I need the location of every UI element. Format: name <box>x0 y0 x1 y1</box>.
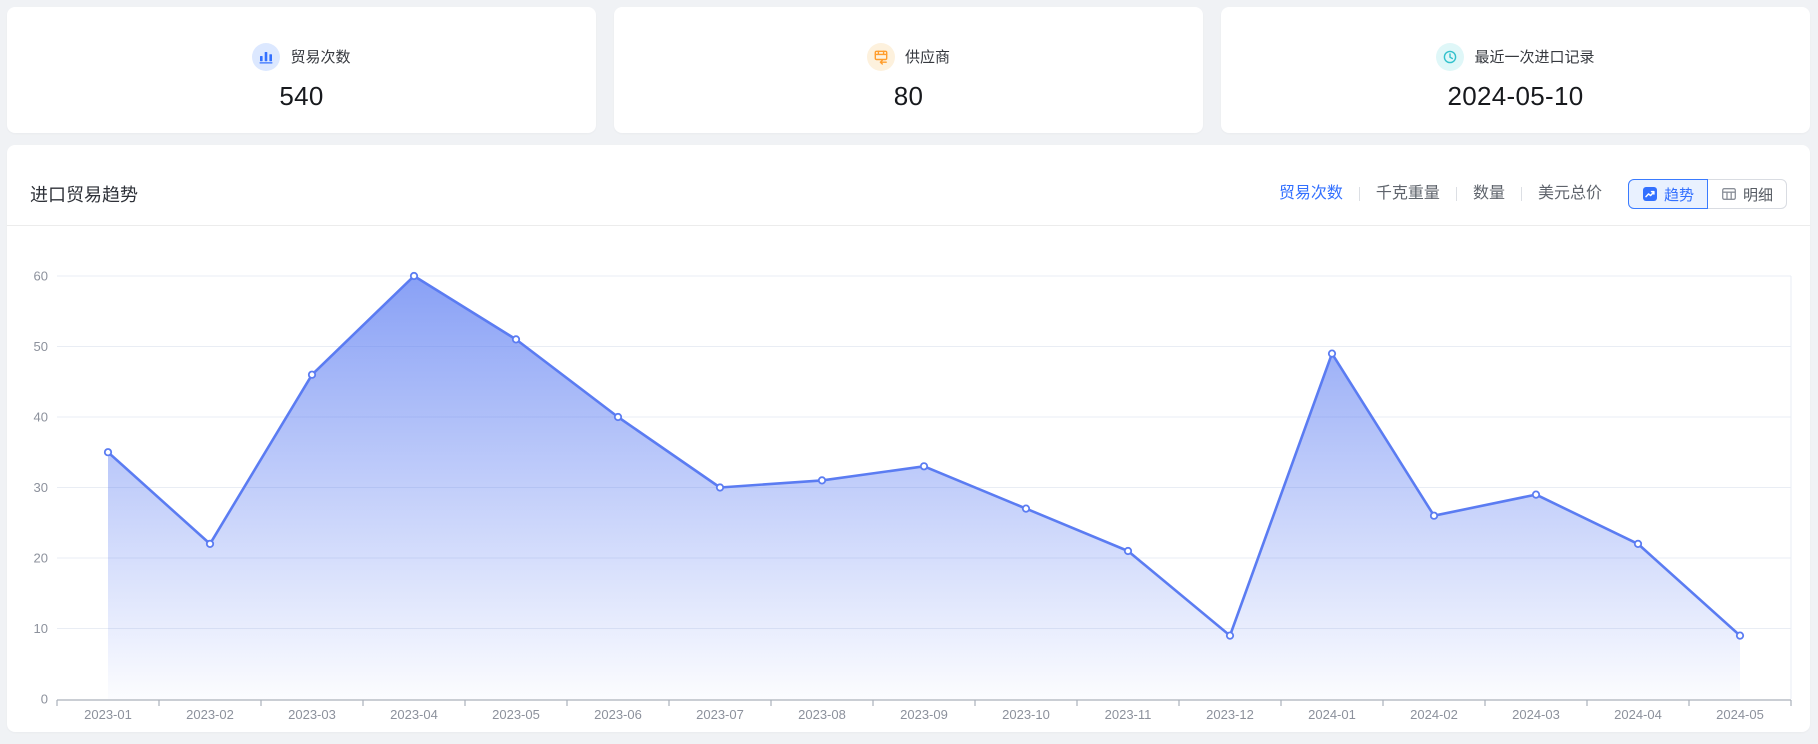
x-axis-label: 2024-04 <box>1614 707 1662 722</box>
tab-trade-count[interactable]: 贸易次数 <box>1278 185 1343 203</box>
stat-card-header: 贸易次数 <box>252 42 351 71</box>
area-fill <box>108 276 1740 699</box>
import-trend-panel: 进口贸易趋势 贸易次数 千克重量 数量 美元总价 <box>7 145 1810 732</box>
data-point-marker <box>919 462 929 471</box>
x-axis-label: 2024-02 <box>1410 707 1458 722</box>
data-point-marker <box>205 539 215 548</box>
stat-value: 80 <box>893 80 924 111</box>
data-point-marker <box>1633 539 1643 548</box>
y-axis-label: 50 <box>34 339 48 354</box>
data-point-marker <box>1531 490 1541 499</box>
stat-label: 供应商 <box>904 49 950 66</box>
y-axis-label: 0 <box>41 692 48 707</box>
x-axis-label: 2023-03 <box>288 707 336 722</box>
x-axis-label: 2023-08 <box>798 707 846 722</box>
trend-area-chart[interactable]: 0 10 20 30 40 50 60 2023-01 2023-02 2023-03 2023-0… <box>7 226 1810 732</box>
x-axis-label: 2023-06 <box>594 707 642 722</box>
trend-view-label: 趋势 <box>1663 186 1694 204</box>
y-axis-label: 40 <box>34 410 48 425</box>
tab-separator <box>1455 187 1457 201</box>
trend-panel-header: 进口贸易趋势 贸易次数 千克重量 数量 美元总价 <box>7 145 1810 226</box>
tab-usd-total[interactable]: 美元总价 <box>1537 185 1602 203</box>
trend-view-button[interactable]: 趋势 <box>1627 179 1708 209</box>
page-title: 进口贸易趋势 <box>30 185 138 205</box>
table-icon <box>1721 186 1737 202</box>
stat-label: 最近一次进口记录 <box>1474 49 1595 66</box>
stat-card-latest-import: 最近一次进口记录 2024-05-10 <box>1221 7 1810 133</box>
tab-separator <box>1358 187 1360 201</box>
stat-cards-row: 贸易次数 540 供应商 80 最近一次进口记录 <box>7 7 1810 133</box>
stat-value: 540 <box>279 80 324 111</box>
x-axis-label: 2024-03 <box>1512 707 1560 722</box>
x-axis-label: 2024-01 <box>1308 707 1356 722</box>
data-point-marker <box>103 448 113 457</box>
stat-label: 贸易次数 <box>290 49 351 66</box>
data-point-marker <box>817 476 827 485</box>
data-point-marker <box>511 335 521 344</box>
y-axis-label: 20 <box>34 551 48 566</box>
y-axis-label: 30 <box>34 480 48 495</box>
data-point-marker <box>1123 546 1133 556</box>
data-point-marker <box>715 483 725 492</box>
trend-controls: 贸易次数 千克重量 数量 美元总价 趋势 <box>1279 179 1787 209</box>
bar-chart-icon <box>252 42 281 71</box>
data-point-marker <box>1225 631 1235 640</box>
stat-card-suppliers: 供应商 80 <box>614 7 1203 133</box>
x-axis-label: 2023-10 <box>1002 707 1050 722</box>
data-point-marker <box>1735 631 1745 640</box>
x-axis-label: 2023-01 <box>84 707 132 722</box>
x-axis-label: 2023-11 <box>1105 707 1152 722</box>
tab-separator <box>1520 187 1522 201</box>
x-axis-label: 2023-09 <box>900 707 948 722</box>
stat-value: 2024-05-10 <box>1447 80 1584 111</box>
data-point-marker <box>1021 504 1031 513</box>
detail-view-label: 明细 <box>1742 186 1773 204</box>
x-axis-label: 2024-05 <box>1716 707 1764 722</box>
x-axis-label: 2023-05 <box>492 707 540 722</box>
stat-card-trade-count: 贸易次数 540 <box>7 7 596 133</box>
stat-card-header: 最近一次进口记录 <box>1436 42 1595 71</box>
x-axis-label: 2023-07 <box>696 707 744 722</box>
trend-chart-area: 0 10 20 30 40 50 60 2023-01 2023-02 2023-03 2023-0… <box>7 226 1810 732</box>
data-point-marker <box>1327 349 1337 358</box>
x-axis-label: 2023-02 <box>186 707 234 722</box>
data-point-marker <box>307 370 317 379</box>
trend-icon <box>1642 186 1658 202</box>
x-axis-label: 2023-04 <box>390 707 438 722</box>
detail-view-button[interactable]: 明细 <box>1706 179 1787 209</box>
data-point-marker <box>409 271 419 281</box>
y-axis-label: 60 <box>34 269 48 284</box>
x-axis-label: 2023-12 <box>1206 707 1254 722</box>
view-toggle-group: 趋势 明细 <box>1627 179 1787 209</box>
y-axis-label: 10 <box>34 621 48 636</box>
tab-quantity[interactable]: 数量 <box>1472 185 1505 203</box>
metric-tabs: 贸易次数 千克重量 数量 美元总价 <box>1279 184 1602 203</box>
supplier-icon <box>866 42 895 71</box>
clock-icon <box>1436 42 1465 71</box>
tab-kg-weight[interactable]: 千克重量 <box>1375 185 1440 203</box>
data-point-marker <box>1429 511 1439 520</box>
stat-card-header: 供应商 <box>866 42 950 71</box>
data-point-marker <box>613 412 623 422</box>
